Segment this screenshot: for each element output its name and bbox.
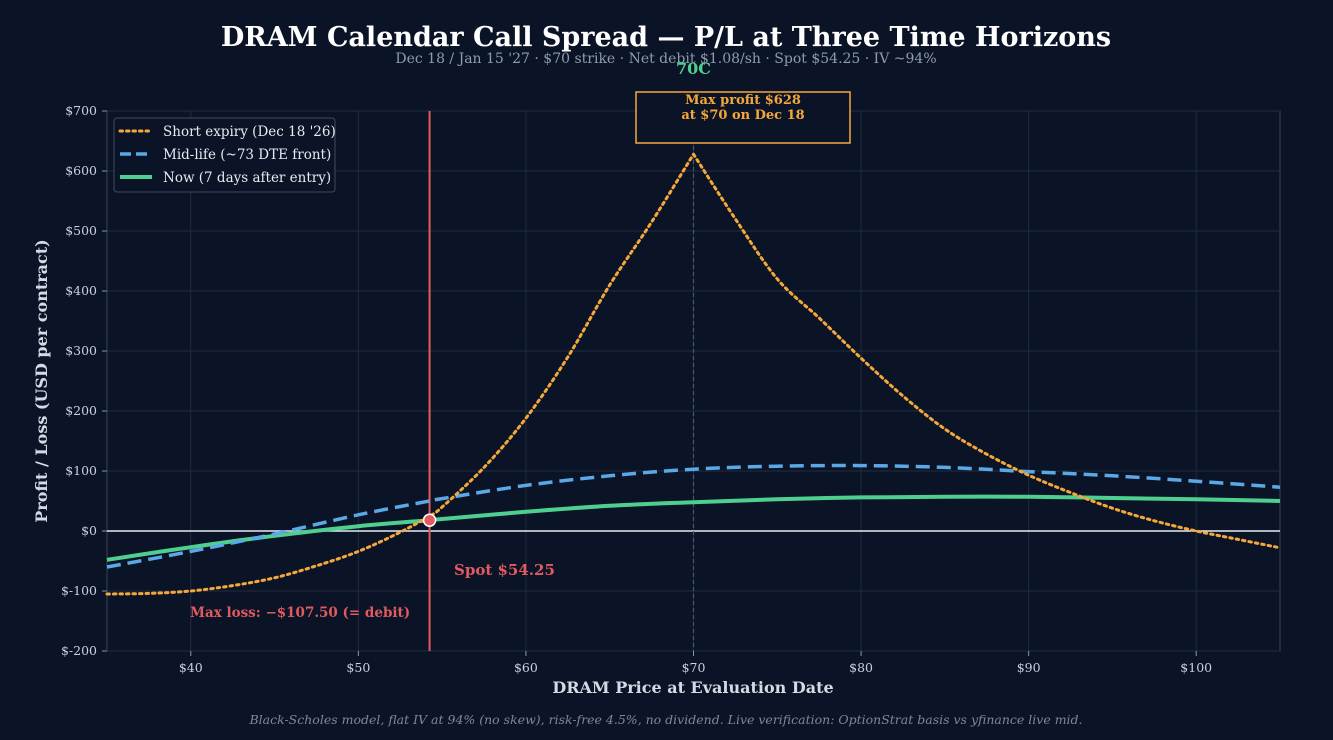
x-tick-label: $80	[849, 660, 873, 675]
y-axis-ticks: $-200 $-100 $0 $100 $200 $300 $400 $500 $600 $700	[61, 103, 107, 658]
legend-label-1: Mid-life (~73 DTE front)	[163, 147, 331, 163]
y-tick-label: $200	[65, 403, 97, 418]
y-tick-label: $300	[65, 343, 97, 358]
y-tick-label: $700	[65, 103, 97, 118]
y-tick-label: $100	[65, 463, 97, 478]
max-profit-label: Max profit $628	[685, 93, 801, 108]
spot-label: Spot $54.25	[454, 561, 555, 579]
y-axis-label: Profit / Loss (USD per contract)	[32, 239, 51, 522]
x-tick-label: $100	[1180, 660, 1212, 675]
max-profit-sublabel: at $70 on Dec 18	[681, 108, 804, 123]
max-loss-label: Max loss: −$107.50 (= debit)	[190, 605, 410, 621]
y-tick-label: $-200	[61, 643, 97, 658]
x-tick-label: $40	[179, 660, 203, 675]
chart-subtitle: Dec 18 / Jan 15 '27 · $70 strike · Net d…	[395, 51, 936, 67]
legend-label-2: Now (7 days after entry)	[163, 170, 331, 186]
x-tick-label: $70	[682, 660, 706, 675]
y-tick-label: $0	[81, 523, 97, 538]
series-line-1	[106, 463, 1281, 569]
x-tick-label: $60	[514, 660, 538, 675]
y-tick-label: $400	[65, 283, 97, 298]
x-axis-ticks: $40 $50 $60 $70 $80 $90 $100	[179, 651, 1212, 675]
y-tick-label: $600	[65, 163, 97, 178]
x-axis-label: DRAM Price at Evaluation Date	[552, 678, 833, 697]
strike-label: 70C	[676, 59, 711, 78]
legend: Short expiry (Dec 18 '26) Mid-life (~73 D…	[113, 117, 336, 193]
x-tick-label: $50	[346, 660, 370, 675]
series-line-2	[106, 494, 1281, 562]
legend-box	[113, 117, 336, 193]
spot-marker	[422, 513, 437, 527]
chart-title: DRAM Calendar Call Spread — P/L at Three…	[221, 22, 1111, 53]
y-tick-label: $500	[65, 223, 97, 238]
footnote: Black-Scholes model, flat IV at 94% (no …	[248, 712, 1082, 727]
x-tick-label: $90	[1017, 660, 1041, 675]
legend-label-0: Short expiry (Dec 18 '26)	[163, 124, 336, 140]
max-profit-box	[635, 91, 851, 144]
y-tick-label: $-100	[61, 583, 97, 598]
